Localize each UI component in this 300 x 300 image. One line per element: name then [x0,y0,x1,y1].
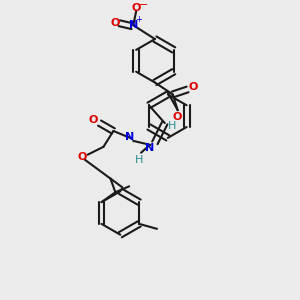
Text: N: N [129,20,138,30]
Text: O: O [89,115,98,125]
Text: N: N [124,132,134,142]
Text: O: O [111,18,120,28]
Text: O: O [189,82,198,92]
Text: O: O [77,152,86,162]
Text: O: O [173,112,182,122]
Text: −: − [138,0,148,11]
Text: O: O [131,3,141,14]
Text: H: H [135,154,143,165]
Text: +: + [135,15,142,24]
Text: H: H [167,121,176,131]
Text: N: N [145,143,154,153]
